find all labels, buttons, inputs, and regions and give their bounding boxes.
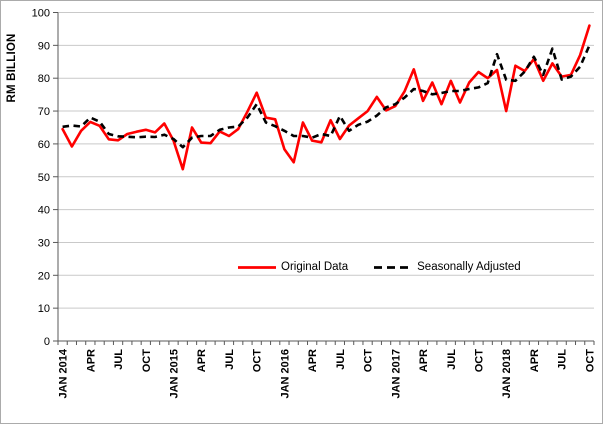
x-axis-tick-label: JUL	[335, 349, 347, 370]
y-axis-tick-label: 0	[44, 336, 50, 348]
x-axis-tick-label: OCT	[363, 349, 375, 373]
x-axis-tick-label: JUL	[113, 349, 125, 370]
x-axis-tick-label: JAN 2014	[58, 348, 70, 398]
y-axis-tick-label: 20	[38, 270, 50, 282]
original-data-line-sample	[238, 265, 276, 269]
chart-legend: Original Data Seasonally Adjusted	[238, 258, 521, 276]
legend-label-original-data: Original Data	[281, 261, 349, 273]
legend-label-seasonally-adjusted: Seasonally Adjusted	[417, 261, 521, 273]
x-axis-tick-label: JAN 2016	[279, 349, 291, 399]
y-axis-tick-label: 30	[38, 237, 50, 249]
x-axis-tick-label: APR	[307, 349, 319, 372]
legend-item-original-data: Original Data	[238, 261, 348, 273]
y-axis-tick-label: 80	[38, 73, 50, 85]
x-axis-tick-label: APR	[418, 349, 430, 372]
seasonally-adjusted-line-sample	[374, 265, 413, 269]
y-axis-tick-label: 70	[38, 106, 50, 118]
y-axis-tick-label: 40	[38, 205, 50, 217]
x-axis-tick-label: JAN 2017	[390, 349, 402, 399]
x-axis-tick-label: APR	[529, 349, 541, 372]
y-axis-tick-label: 90	[38, 40, 50, 52]
x-axis-tick-label: JUL	[557, 349, 569, 370]
y-axis-tick-label: 100	[32, 8, 50, 20]
x-axis-tick-label: APR	[85, 349, 97, 372]
x-axis-tick-label: JAN 2018	[501, 349, 513, 399]
x-axis-tick-label: JUL	[224, 349, 236, 370]
x-axis-tick-label: OCT	[584, 349, 596, 373]
x-axis-tick-label: OCT	[473, 349, 485, 373]
y-axis-tick-label: 10	[38, 303, 50, 315]
seasonally-adjusted-line	[62, 44, 591, 149]
x-axis-tick-label: JUL	[446, 349, 458, 370]
legend-item-seasonally-adjusted: Seasonally Adjusted	[374, 261, 521, 273]
x-axis-tick-label: APR	[196, 349, 208, 372]
x-axis-tick-label: OCT	[141, 349, 153, 373]
x-axis-tick-label: OCT	[252, 349, 264, 373]
original-data-line	[61, 24, 591, 171]
x-axis-tick-label: JAN 2015	[169, 349, 181, 399]
y-axis-tick-label: 60	[38, 139, 50, 151]
y-axis-title: RM BILLION	[6, 33, 18, 103]
y-axis-tick-label: 50	[38, 172, 50, 184]
